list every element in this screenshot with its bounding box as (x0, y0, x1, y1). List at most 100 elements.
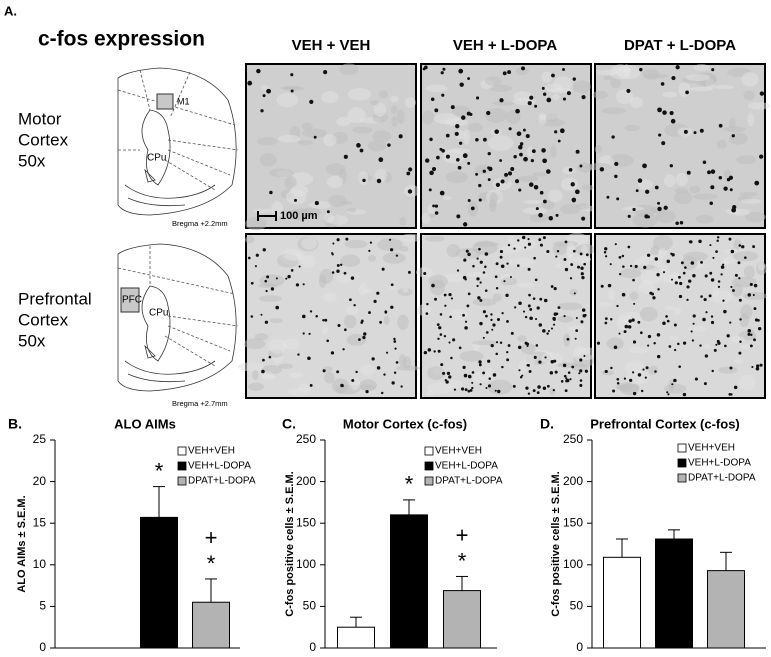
tissue-texture (716, 139, 727, 149)
stained-nucleus (547, 330, 550, 333)
stained-nucleus (293, 198, 297, 202)
stained-nucleus (629, 264, 633, 268)
stained-nucleus (644, 214, 649, 219)
stained-nucleus (569, 277, 573, 280)
stained-nucleus (350, 276, 355, 280)
stained-nucleus (384, 311, 388, 314)
bar (603, 556, 641, 649)
tissue-texture (364, 289, 373, 294)
stained-nucleus (379, 320, 383, 324)
stained-nucleus (376, 291, 380, 295)
stained-nucleus (459, 82, 464, 87)
stained-nucleus (616, 197, 620, 201)
stained-nucleus (467, 292, 471, 296)
stained-nucleus (554, 130, 558, 134)
stained-nucleus (621, 292, 626, 297)
stained-nucleus (290, 269, 294, 272)
tissue-texture (557, 362, 579, 368)
stained-nucleus (492, 373, 497, 377)
stained-nucleus (564, 267, 569, 272)
legend-label: VEH+L-DOPA (688, 458, 751, 469)
stained-nucleus (506, 320, 509, 323)
tissue-texture (664, 305, 676, 311)
stained-nucleus (478, 198, 482, 202)
stained-nucleus (519, 376, 523, 379)
tissue-texture (653, 235, 673, 251)
tissue-texture (278, 363, 294, 369)
tissue-texture (744, 211, 766, 223)
stained-nucleus (513, 247, 516, 250)
legend-label: VEH+L-DOPA (188, 461, 251, 472)
tissue-texture (557, 315, 574, 323)
tissue-texture (714, 85, 734, 90)
stained-nucleus (539, 297, 543, 301)
stained-nucleus (562, 68, 565, 71)
stained-nucleus (516, 264, 520, 267)
y-tick-label: 15 (33, 515, 47, 529)
stained-nucleus (623, 377, 626, 380)
stained-nucleus (501, 365, 504, 369)
stained-nucleus (534, 317, 538, 321)
column-header: VEH + VEH (292, 37, 371, 54)
tissue-texture (336, 117, 351, 127)
tissue-texture (560, 177, 578, 191)
stained-nucleus (513, 155, 517, 159)
tissue-texture (485, 107, 508, 123)
tissue-texture (323, 371, 335, 384)
stained-nucleus (315, 315, 318, 318)
micrograph (420, 63, 598, 229)
stained-nucleus (557, 306, 561, 309)
legend-label: VEH+L-DOPA (435, 461, 498, 472)
stained-nucleus (621, 254, 625, 258)
tissue-texture (573, 345, 587, 362)
stained-nucleus (479, 383, 482, 386)
tissue-texture (603, 74, 612, 81)
tissue-texture (690, 86, 714, 92)
tissue-texture (390, 95, 399, 103)
stained-nucleus (344, 328, 347, 332)
stained-nucleus (709, 201, 714, 206)
stained-nucleus (262, 358, 265, 362)
stained-nucleus (445, 380, 449, 384)
stained-nucleus (749, 344, 753, 348)
stained-nucleus (487, 151, 491, 156)
stained-nucleus (508, 127, 512, 131)
tissue-texture (390, 105, 398, 115)
stained-nucleus (260, 109, 264, 113)
tissue-texture (271, 201, 284, 217)
stained-nucleus (479, 321, 483, 326)
stained-nucleus (722, 263, 725, 266)
stained-nucleus (381, 391, 384, 395)
tissue-texture (283, 252, 306, 261)
stained-nucleus (585, 253, 589, 257)
stained-nucleus (577, 265, 581, 269)
stained-nucleus (467, 161, 471, 165)
stained-nucleus (622, 265, 625, 268)
legend-swatch (424, 446, 434, 456)
tissue-texture (339, 254, 361, 267)
stained-nucleus (521, 235, 526, 240)
stained-nucleus (499, 249, 504, 254)
tissue-texture (277, 134, 300, 143)
stained-nucleus (490, 318, 493, 322)
stained-nucleus (313, 135, 317, 139)
stained-nucleus (450, 297, 453, 300)
stained-nucleus (682, 271, 686, 275)
stained-nucleus (262, 94, 266, 98)
tissue-texture (346, 305, 359, 316)
tissue-texture (378, 90, 389, 99)
tissue-texture (321, 325, 328, 335)
stained-nucleus (669, 110, 674, 116)
stained-nucleus (452, 338, 456, 342)
stained-nucleus (749, 282, 753, 286)
stained-nucleus (565, 379, 568, 383)
tissue-texture (472, 298, 497, 307)
stained-nucleus (407, 270, 411, 274)
stained-nucleus (718, 175, 723, 180)
tissue-texture (269, 318, 283, 324)
tissue-texture (245, 216, 268, 231)
stained-nucleus (332, 242, 335, 245)
stained-nucleus (465, 249, 469, 253)
tissue-texture (346, 207, 357, 213)
tissue-texture (276, 92, 299, 108)
